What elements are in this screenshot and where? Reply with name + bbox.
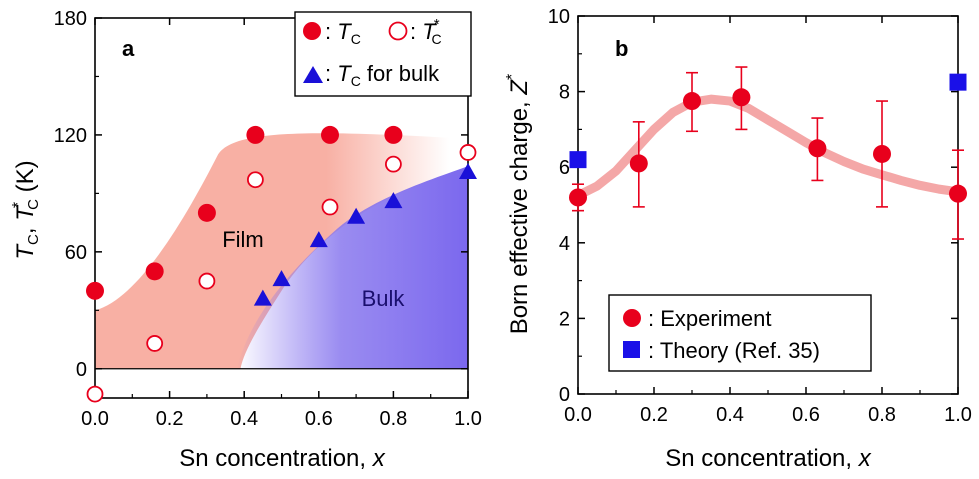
x-tick-label: 0.2	[156, 408, 184, 430]
point-experiment	[683, 92, 701, 111]
point-tc-star	[321, 198, 339, 216]
y-tick-label: 0	[559, 384, 570, 406]
y-axis-label-a: TC, T*C (K)	[10, 160, 42, 259]
y-tick-label: 8	[559, 82, 570, 104]
legend-marker-square	[623, 341, 640, 358]
point-tc-bulk	[272, 270, 291, 287]
legend-marker-triangle	[303, 66, 323, 83]
point-experiment	[873, 144, 891, 163]
y-tick-label: 4	[559, 233, 570, 255]
y-tick-label: 2	[559, 308, 570, 330]
point-experiment	[808, 139, 827, 158]
panel-b: 0.0 0.2 0.4 0.6 0.8 1.0 0 2 4 6 8 10 b : Experimen…	[504, 6, 972, 472]
point-tc-star	[86, 385, 104, 403]
y-tick-label: 120	[54, 125, 87, 147]
legend-text-experiment: : Experiment	[648, 306, 772, 331]
x-tick-label: 0.2	[640, 404, 668, 426]
point-theory	[949, 73, 967, 91]
point-experiment	[949, 184, 967, 203]
point-theory	[569, 151, 587, 169]
point-tc-star	[459, 144, 477, 161]
point-tc	[197, 203, 216, 222]
point-experiment	[732, 88, 751, 107]
legend-marker-open-circle	[388, 21, 408, 41]
y-axis-label-b: Born effective charge, Z*	[504, 74, 533, 335]
point-tc-star	[198, 272, 216, 290]
legend-text-tc-bulk: : TC for bulk	[325, 61, 440, 89]
x-tick-label: 0.6	[305, 408, 333, 430]
legend-item-tc: : TC	[303, 19, 361, 47]
y-tick-label: 60	[65, 242, 87, 264]
x-tick-label: 0.0	[564, 404, 592, 426]
legend-a: : TC : T* C : TC for bulk	[294, 11, 472, 97]
region-label-bulk: Bulk	[362, 286, 406, 311]
legend-item-theory: : Theory (Ref. 35)	[623, 338, 820, 363]
x-tick-label: 0.4	[716, 404, 744, 426]
bulk-region	[236, 166, 468, 369]
legend-text-theory: : Theory (Ref. 35)	[648, 338, 820, 363]
x-axis-label-a: Sn concentration, x	[179, 445, 385, 472]
legend-box-b	[608, 294, 872, 372]
y-tick-label: 180	[54, 8, 87, 30]
x-tick-label: 0.8	[868, 404, 896, 426]
x-tick-label: 0.6	[792, 404, 820, 426]
point-tc-bulk	[384, 192, 403, 209]
legend-marker-circle	[623, 309, 641, 327]
data-marks-a	[86, 125, 477, 403]
fit-curve	[573, 94, 963, 201]
point-tc-bulk	[459, 162, 477, 179]
legend-text-tc: : TC	[325, 19, 361, 47]
x-axis-label-b: Sn concentration, x	[665, 445, 871, 472]
y-axis-a: 0 60 120 180	[54, 8, 468, 381]
legend-item-tc-bulk: : TC for bulk	[303, 61, 440, 89]
y-tick-label: 0	[76, 359, 87, 381]
x-axis-b: 0.0 0.2 0.4 0.6 0.8 1.0	[564, 16, 972, 426]
legend-b: : Experiment : Theory (Ref. 35)	[608, 294, 872, 372]
data-marks-b	[569, 66, 967, 240]
panel-label-b: b	[615, 36, 628, 61]
x-axis-a: 0.0 0.2 0.4 0.6 0.8 1.0	[81, 18, 482, 430]
panel-a: 0.0 0.2 0.4 0.6 0.8 1.0 0 60 120 180 Film Bulk a…	[10, 8, 482, 472]
point-tc-bulk	[253, 289, 272, 306]
x-tick-label: 1.0	[454, 408, 482, 430]
x-tick-label: 0.8	[379, 408, 407, 430]
region-label-film: Film	[222, 227, 264, 252]
legend-text-tc-star: : T* C	[410, 16, 442, 47]
point-tc-star	[246, 171, 264, 189]
point-tc	[384, 125, 403, 144]
point-tc-bulk	[347, 207, 366, 224]
panel-label-a: a	[122, 36, 135, 61]
y-tick-label: 10	[548, 6, 570, 28]
point-tc-star	[146, 335, 164, 352]
point-tc	[320, 125, 339, 144]
point-tc-bulk	[309, 231, 328, 248]
x-tick-label: 0.0	[81, 408, 109, 430]
x-tick-label: 1.0	[944, 404, 972, 426]
film-region	[95, 133, 468, 369]
point-tc	[86, 281, 104, 300]
y-tick-label: 6	[559, 157, 570, 179]
legend-item-tc-star: : T* C	[388, 16, 442, 47]
point-experiment	[629, 154, 648, 173]
point-tc	[145, 262, 164, 281]
legend-item-experiment: : Experiment	[623, 306, 772, 331]
x-tick-label: 0.4	[230, 408, 258, 430]
point-experiment	[569, 188, 587, 207]
point-tc-star	[384, 155, 402, 173]
legend-marker-filled-circle	[303, 22, 321, 40]
point-tc	[246, 125, 265, 144]
legend-box-a	[294, 11, 472, 97]
